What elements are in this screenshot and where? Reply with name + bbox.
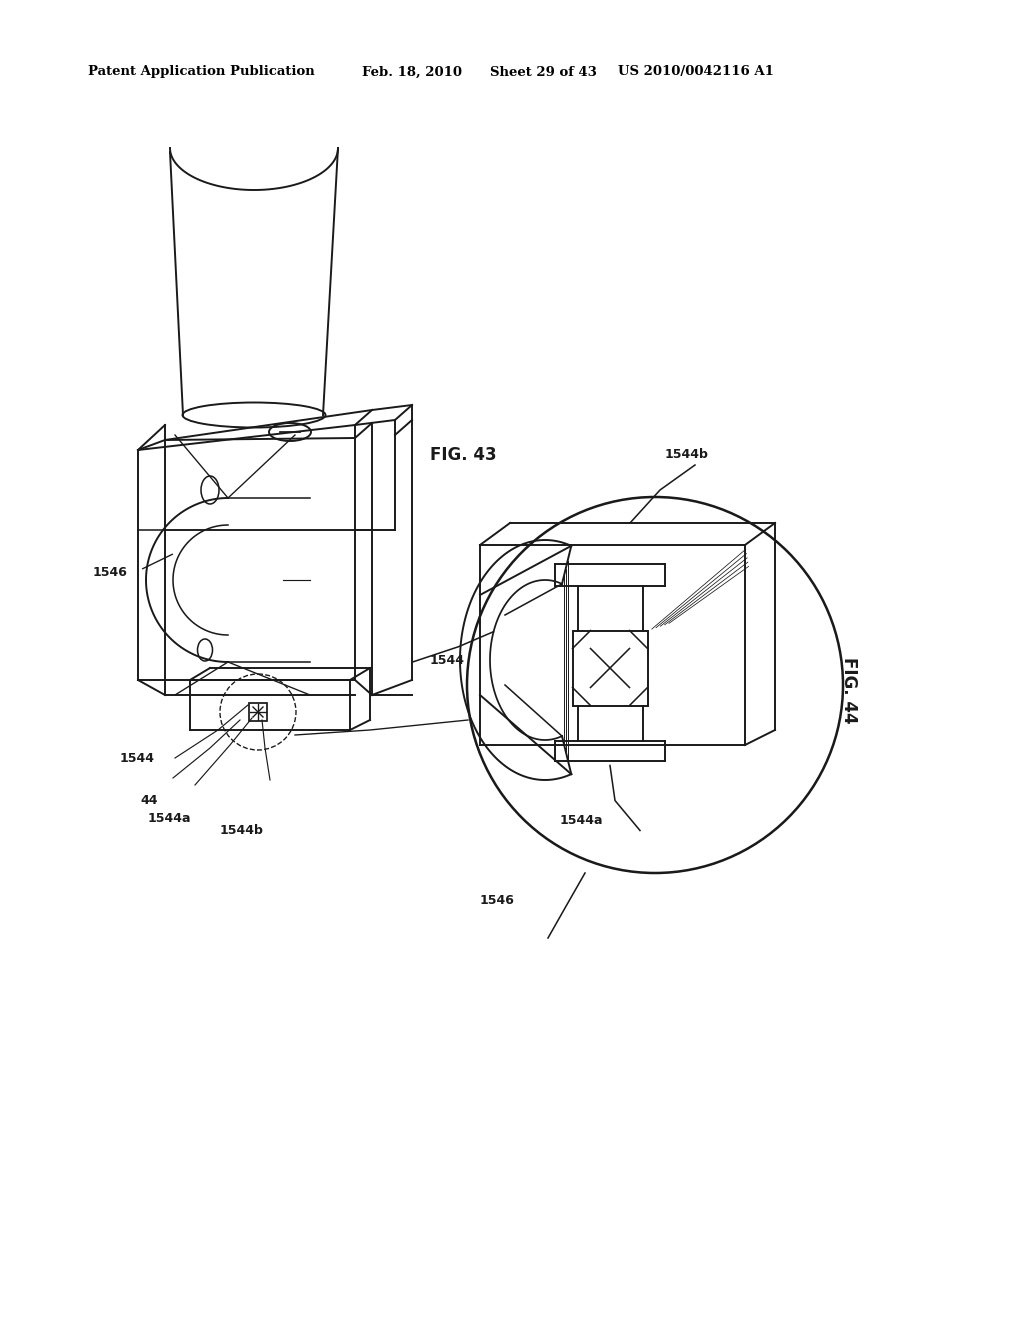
Text: 1546: 1546 bbox=[480, 894, 515, 907]
Text: Sheet 29 of 43: Sheet 29 of 43 bbox=[490, 66, 597, 78]
Text: Feb. 18, 2010: Feb. 18, 2010 bbox=[362, 66, 462, 78]
Text: 1544a: 1544a bbox=[560, 813, 603, 826]
Text: US 2010/0042116 A1: US 2010/0042116 A1 bbox=[618, 66, 774, 78]
Circle shape bbox=[467, 498, 843, 873]
Text: 44: 44 bbox=[140, 793, 158, 807]
Bar bbox=[572, 631, 647, 705]
Text: 1544: 1544 bbox=[430, 653, 465, 667]
Text: 1544b: 1544b bbox=[665, 449, 709, 462]
Text: 1544: 1544 bbox=[120, 751, 155, 764]
Text: 1544b: 1544b bbox=[220, 824, 264, 837]
Text: FIG. 43: FIG. 43 bbox=[430, 446, 497, 465]
Text: FIG. 44: FIG. 44 bbox=[840, 656, 858, 723]
Text: Patent Application Publication: Patent Application Publication bbox=[88, 66, 314, 78]
Text: 1546: 1546 bbox=[93, 566, 128, 579]
Bar bbox=[249, 704, 267, 721]
Text: 1544a: 1544a bbox=[148, 812, 191, 825]
